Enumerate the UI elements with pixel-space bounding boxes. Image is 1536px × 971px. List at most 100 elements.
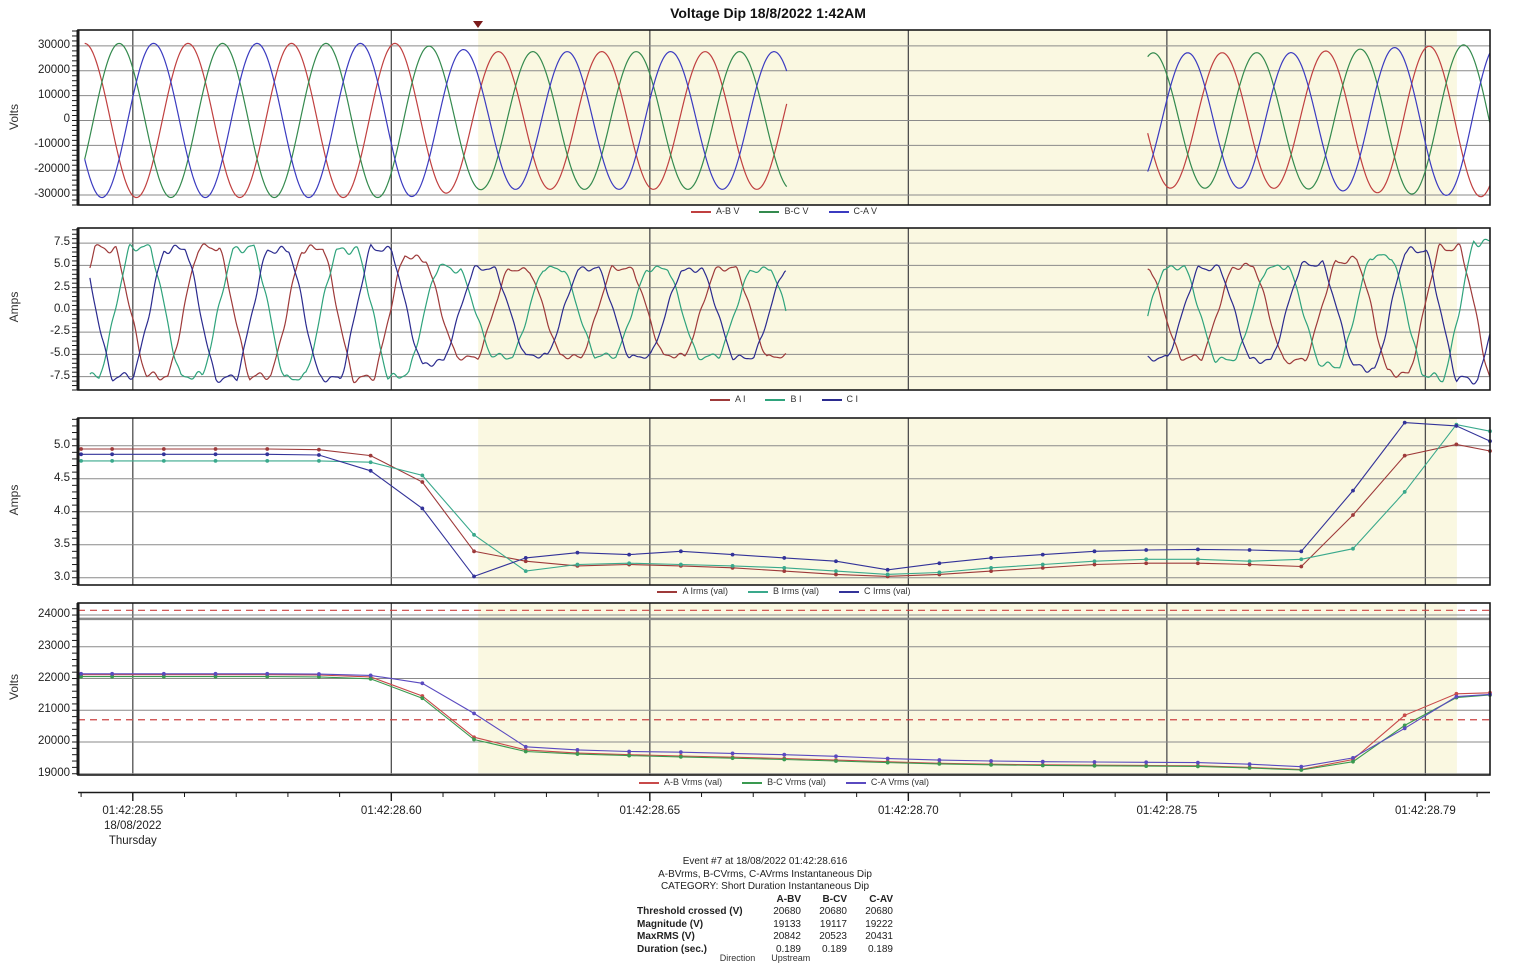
ytick-label: -7.5 [50,369,70,382]
ytick-label: 19000 [38,766,70,779]
ytick-label: 4.0 [54,504,70,517]
ytick-label: -5.0 [50,347,70,360]
wave-b-c-v [84,42,1491,199]
legend-item: A-B V [690,206,740,216]
ytick-label: 5.0 [54,258,70,271]
ytick-label: -2.5 [50,325,70,338]
legend-swatch-icon [748,590,768,593]
event-table-value: 20680 [865,906,893,917]
direction-row: Direction Upstream [625,953,905,963]
legend-item: B-C Vrms (val) [742,777,826,787]
legend-swatch-icon [657,590,678,593]
event-table-col: C-AV [869,893,893,905]
legend-swatch-icon [839,590,859,593]
event-table-value: 19133 [773,918,801,930]
ytick-label: -10000 [34,138,70,151]
event-table-value: 19117 [819,918,847,930]
ytick-label: 20000 [38,63,70,76]
legend-label: A Irms (val) [682,586,728,596]
page-title: Voltage Dip 18/8/2022 1:42AM [670,5,866,21]
event-table-row-label: Threshold crossed (V) [637,906,743,917]
event-table-value: 20842 [773,931,801,942]
axis-weekday-label: Thursday [108,835,157,847]
legend-swatch-icon [742,781,763,784]
panel-2-svg [72,227,1491,391]
legend-panel-3: A Irms (val) B Irms (val) C Irms (val) [78,586,1490,596]
time-tick-label: 01:42:28.75 [1136,805,1198,817]
time-tick-label: 01:42:28.79 [1394,805,1456,817]
event-summary: Event #7 at 18/08/2022 01:42:28.616 A-BV… [625,856,905,956]
direction-value: Upstream [771,953,811,963]
wave-c-a-v [84,42,1491,199]
legend-item: A I [709,394,746,404]
ytick-label: 20000 [38,734,70,747]
ytick-label: 7.5 [54,236,70,249]
time-tick-label: 01:42:28.70 [877,805,939,817]
panel-1-svg [72,29,1491,206]
event-category: CATEGORY: Short Duration Instantaneous D… [660,881,870,892]
ytick-label: 5.0 [54,438,70,451]
legend-label: C-A V [853,206,878,216]
legend-item: C I [821,394,858,404]
legend-item: B I [765,394,802,404]
event-table: A-BV B-CV C-AV Threshold crossed (V) 20680 20… [635,894,895,957]
ytick-label: 3.0 [54,570,70,583]
event-marker-icon [473,21,484,28]
event-table-value: 0.189 [821,943,847,955]
ytick-label: 0.0 [54,302,70,315]
legend-label: A I [734,394,746,404]
ytick-label: -30000 [34,188,70,201]
ytick-label: 24000 [38,608,70,621]
event-table-row-label: Duration (sec.) [637,943,708,955]
ytick-label: 10000 [38,88,70,101]
legend-item: B-C V [759,206,809,216]
ytick-label: 2.5 [54,280,70,293]
time-axis-svg [78,791,1490,801]
event-table-row-label: Magnitude (V) [637,918,704,930]
event-table-value: 0.189 [775,943,801,955]
legend-label: A-B Vrms (val) [663,777,723,787]
event-table-value: 0.189 [867,943,893,955]
legend-panel-1: A-B V B-C V C-A V [78,206,1490,216]
event-table-row: Magnitude (V) 19133 19117 19222 [635,919,895,932]
event-table-value: 20680 [773,906,801,917]
legend-swatch-icon [828,210,849,213]
legend-label: B Irms (val) [773,586,819,596]
event-subtitle: A-BVrms, B-CVrms, C-AVrms Instantaneous … [658,868,872,880]
ytick-label: 21000 [38,703,70,716]
legend-label: C-A Vrms (val) [870,777,929,787]
ytick-label: 4.5 [54,471,70,484]
legend-swatch-icon [821,398,842,401]
legend-swatch-icon [765,398,786,401]
time-tick-label: 01:42:28.60 [360,805,422,817]
legend-item: B Irms (val) [748,586,819,596]
legend-label: C Irms (val) [864,586,911,596]
ytick-label: 30000 [38,38,70,51]
wave-b-i [89,238,1490,383]
legend-panel-4: A-B Vrms (val) B-C Vrms (val) C-A Vrms (va… [78,777,1490,787]
ytick-label: -20000 [34,163,70,176]
legend-item: C-A V [828,206,878,216]
ytick-label: 22000 [38,671,70,684]
panel-4-svg [72,602,1492,776]
event-table-value: 20680 [819,906,847,917]
event-table-col: A-BV [776,893,801,905]
legend-swatch-icon [845,781,866,784]
legend-swatch-icon [638,781,659,784]
legend-label: B-C V [784,206,809,216]
legend-label: B I [790,394,802,404]
event-table-row-label: MaxRMS (V) [637,931,695,942]
event-table-value: 20523 [819,931,847,942]
legend-label: A-B V [715,206,740,216]
event-table-header: A-BV B-CV C-AV [635,894,895,907]
legend-swatch-icon [759,210,780,213]
ytick-label: 0 [63,113,70,126]
axis-date-label: 18/08/2022 [104,820,162,832]
legend-item: A Irms (val) [657,586,728,596]
time-tick-label: 01:42:28.65 [619,805,681,817]
ytick-label: 23000 [38,639,70,652]
legend-item: A-B Vrms (val) [638,777,723,787]
legend-swatch-icon [690,210,711,213]
